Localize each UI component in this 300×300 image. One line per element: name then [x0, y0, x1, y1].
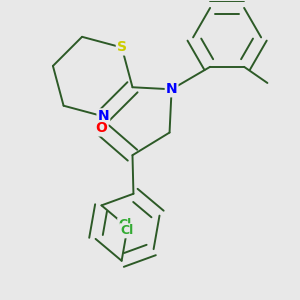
Text: Cl: Cl: [120, 224, 134, 237]
Text: N: N: [166, 82, 177, 96]
Text: N: N: [98, 110, 109, 123]
Text: Cl: Cl: [118, 218, 131, 232]
Text: S: S: [117, 40, 127, 55]
Text: O: O: [96, 122, 107, 135]
